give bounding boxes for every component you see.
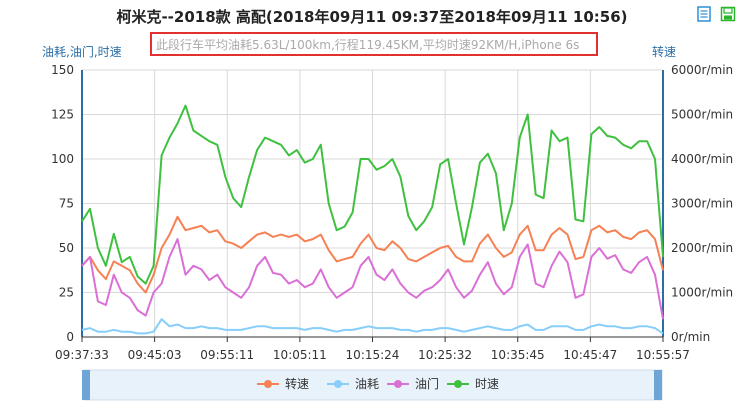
legend-label-时速: 时速 [475, 377, 499, 391]
chart-title: 柯米克--2018款 高配(2018年09月11 09:37至2018年09月1… [116, 8, 628, 26]
y-right-tick-label: 2000r/min [671, 241, 733, 255]
zoom-handle-left[interactable] [82, 370, 90, 400]
y-right-tick-label: 6000r/min [671, 63, 733, 77]
x-tick-label: 10:35:45 [491, 348, 545, 362]
y-left-tick-label: 50 [59, 241, 74, 255]
x-tick-label: 09:45:03 [128, 348, 182, 362]
legend-marker-油门[interactable] [394, 380, 402, 388]
series-line-油门 [81, 238, 664, 320]
x-tick-label: 10:15:24 [346, 348, 400, 362]
y-right-tick-label: 4000r/min [671, 152, 733, 166]
y-left-tick-label: 0 [66, 330, 74, 344]
legend-marker-时速[interactable] [454, 380, 462, 388]
y-right-tick-label: 5000r/min [671, 108, 733, 122]
y-axis-right-label: 转速 [652, 45, 677, 59]
x-tick-label: 10:25:32 [418, 348, 472, 362]
legend-label-油耗: 油耗 [355, 377, 379, 391]
y-right-tick-label: 3000r/min [671, 197, 733, 211]
legend-marker-油耗[interactable] [334, 380, 342, 388]
y-left-tick-label: 75 [59, 197, 74, 211]
series-line-时速 [81, 104, 664, 285]
legend-label-转速: 转速 [285, 376, 309, 391]
series-line-油耗 [81, 318, 664, 335]
y-left-tick-label: 25 [59, 286, 74, 300]
y-right-tick-label: 0r/min [671, 330, 710, 344]
y-left-tick-label: 100 [51, 152, 74, 166]
x-tick-label: 09:55:11 [200, 348, 254, 362]
y-right-tick-label: 1000r/min [671, 286, 733, 300]
y-left-tick-label: 150 [51, 63, 74, 77]
legend-marker-转速[interactable] [264, 380, 272, 388]
series-line-转速 [81, 215, 664, 294]
data-view-icon[interactable] [696, 6, 712, 22]
chart-subtitle: 此段行车平均油耗5.63L/100km,行程119.45KM,平均时速92KM/… [156, 38, 580, 52]
y-axis-left-label: 油耗,油门,时速 [42, 45, 122, 59]
x-tick-label: 09:37:33 [55, 348, 109, 362]
save-image-icon[interactable] [720, 6, 736, 22]
zoom-handle-right[interactable] [654, 370, 662, 400]
x-tick-label: 10:05:11 [273, 348, 327, 362]
x-tick-label: 10:55:57 [636, 348, 690, 362]
x-tick-label: 10:45:47 [563, 348, 617, 362]
y-left-tick-label: 125 [51, 108, 74, 122]
legend-label-油门: 油门 [415, 376, 439, 391]
subtitle-highlight-box [150, 32, 598, 56]
